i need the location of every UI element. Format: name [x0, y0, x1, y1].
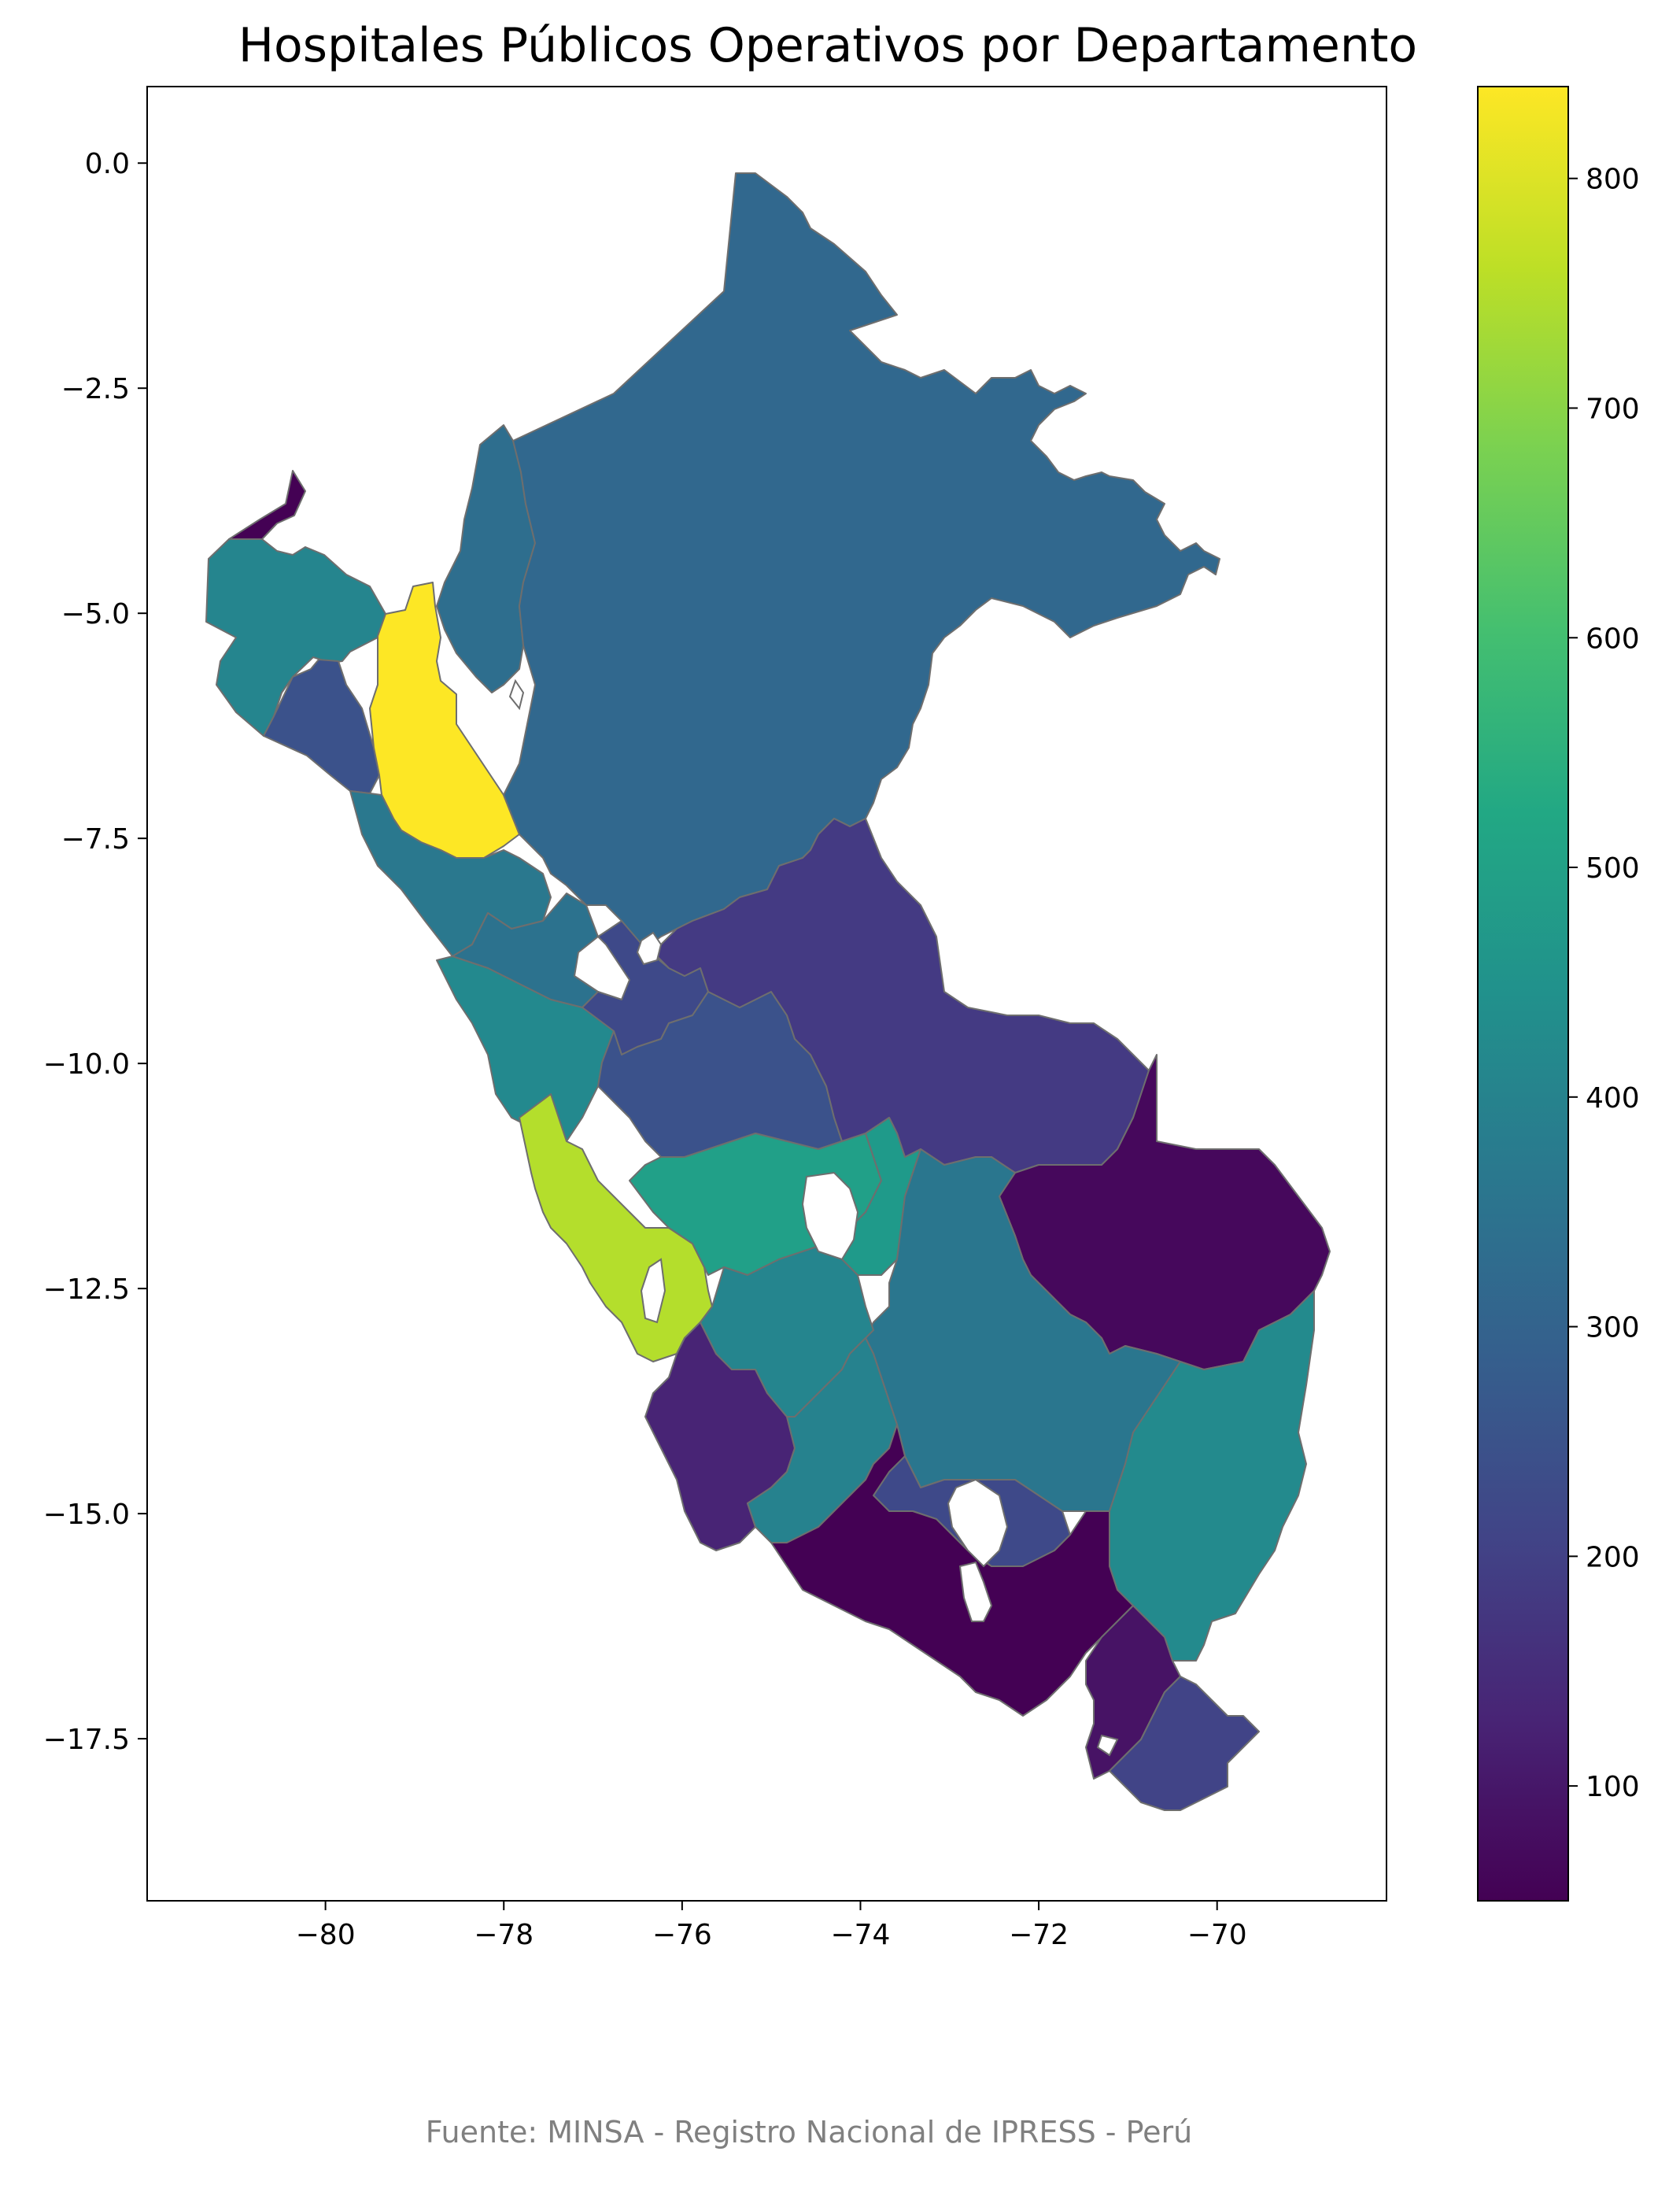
y-tick-label: 0.0 — [85, 148, 130, 180]
colorbar-tick-label: 200 — [1586, 1541, 1640, 1573]
x-tick-label: −70 — [1187, 1919, 1247, 1951]
colorbar — [1477, 86, 1569, 1902]
y-tick-label: −5.0 — [61, 598, 130, 630]
x-tick-label: −76 — [652, 1919, 712, 1951]
department-region — [770, 1424, 1134, 1717]
colorbar-tick-label: 500 — [1586, 852, 1640, 885]
colorbar-tick-label: 300 — [1586, 1312, 1640, 1344]
map-layer — [205, 172, 1331, 1811]
lake-area — [958, 1561, 993, 1622]
department-region — [503, 172, 1220, 949]
lake-area — [636, 931, 663, 966]
y-tick-label: −7.5 — [61, 823, 130, 856]
colorbar-tick-label: 400 — [1586, 1082, 1640, 1114]
lake-area — [640, 1258, 666, 1324]
lake-area — [508, 678, 525, 711]
y-tick-label: −10.0 — [43, 1048, 130, 1081]
department-region — [833, 1117, 921, 1276]
source-note: Fuente: MINSA - Registro Nacional de IPR… — [426, 2115, 1192, 2149]
y-tick-label: −15.0 — [43, 1499, 130, 1531]
lake-area — [1096, 1734, 1119, 1757]
lake-area — [947, 1478, 1009, 1568]
x-tick-label: −74 — [830, 1919, 890, 1951]
x-tick-label: −72 — [1009, 1919, 1069, 1951]
plot-frame — [146, 86, 1387, 1902]
colorbar-tick-label: 600 — [1586, 623, 1640, 655]
chart-title: Hospitales Públicos Operativos por Depar… — [238, 18, 1417, 73]
y-tick-label: −2.5 — [61, 373, 130, 405]
department-region — [1109, 1676, 1260, 1811]
colorbar-tick-label: 700 — [1586, 393, 1640, 425]
x-tick-label: −78 — [474, 1919, 534, 1951]
lake-area — [801, 1171, 859, 1261]
y-axis: 0.0 −2.5 −5.0 −7.5 −10.0 −12.5 −15.0 −17.5 — [43, 148, 147, 1756]
x-axis: −80 −78 −76 −74 −72 −70 — [296, 1901, 1247, 1951]
colorbar-tick-label: 800 — [1586, 164, 1640, 196]
y-tick-label: −17.5 — [43, 1724, 130, 1756]
department-region — [349, 790, 552, 957]
department-region — [369, 582, 520, 859]
colorbar-tick-label: 100 — [1586, 1771, 1640, 1803]
colorbar-axis: 100 200 300 400 500 600 700 800 — [1568, 164, 1640, 1803]
y-tick-label: −12.5 — [43, 1273, 130, 1306]
x-tick-label: −80 — [296, 1919, 356, 1951]
department-region — [228, 470, 306, 544]
